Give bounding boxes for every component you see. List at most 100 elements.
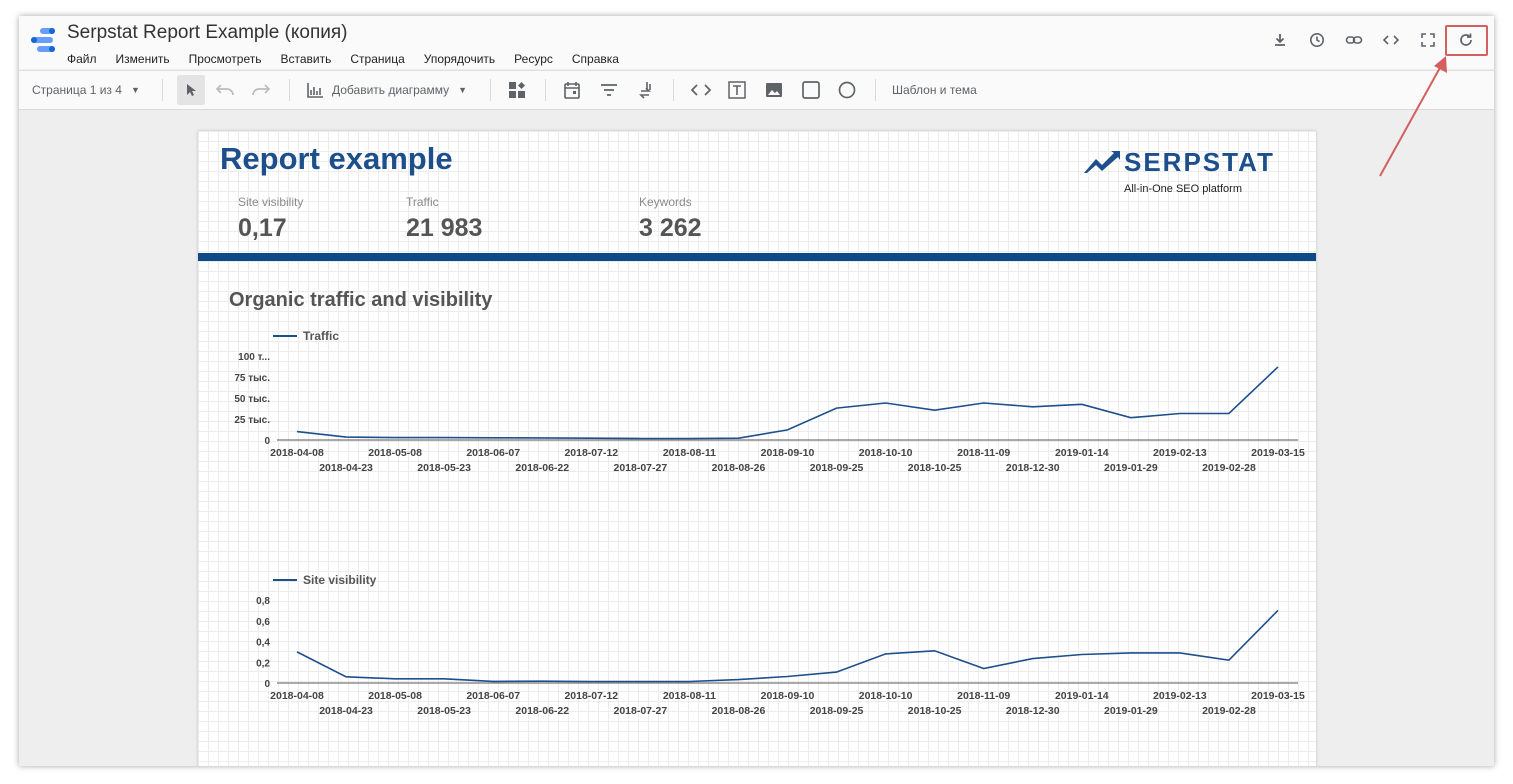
data-point[interactable] — [442, 677, 446, 681]
data-point[interactable] — [835, 670, 839, 674]
brand-tagline: All-in-One SEO platform — [1124, 183, 1242, 195]
data-point[interactable] — [1080, 652, 1084, 656]
add-chart-button[interactable]: Добавить диаграмму ▼ — [306, 71, 467, 109]
data-point[interactable] — [1178, 412, 1182, 416]
data-point[interactable] — [393, 677, 397, 681]
x-tick-label: 2018-11-09 — [957, 690, 1010, 702]
data-point[interactable] — [786, 428, 790, 432]
filter-icon[interactable] — [600, 71, 618, 109]
traffic-chart[interactable]: Traffic 0 25 тыс. 50 тыс. 75 тыс. 100 т... 201… — [198, 316, 1316, 531]
data-point[interactable] — [736, 436, 740, 440]
menu-arrange[interactable]: Упорядочить — [423, 52, 496, 66]
y-tick-label: 0,6 — [256, 617, 270, 628]
data-point[interactable] — [589, 680, 593, 684]
undo-icon[interactable] — [215, 71, 235, 109]
embed-icon[interactable] — [1375, 24, 1407, 56]
data-point[interactable] — [933, 408, 937, 412]
fullscreen-icon[interactable] — [1412, 24, 1444, 56]
data-point[interactable] — [884, 652, 888, 656]
add-component-icon[interactable] — [508, 71, 526, 109]
data-point[interactable] — [1080, 402, 1084, 406]
series-line[interactable] — [296, 366, 1279, 440]
x-tick-label: 2018-11-09 — [957, 447, 1010, 459]
data-point[interactable] — [933, 649, 937, 653]
brand-name: SERPSTAT — [1124, 147, 1275, 177]
data-point[interactable] — [540, 436, 544, 440]
data-point[interactable] — [1031, 405, 1035, 409]
visibility-chart[interactable]: Site visibility 0 0,2 0,4 0,6 0,8 2018-04-08 20… — [198, 541, 1316, 761]
section-title[interactable]: Organic traffic and visibility — [229, 289, 493, 311]
data-point[interactable] — [982, 666, 986, 670]
x-tick-label: 2018-10-25 — [908, 462, 962, 474]
data-point[interactable] — [1178, 651, 1182, 655]
x-tick-label: 2018-10-25 — [908, 705, 962, 717]
serpstat-logo[interactable]: SERPSTAT All-in-One SEO platform — [1084, 147, 1294, 195]
data-point[interactable] — [540, 679, 544, 683]
series-line[interactable] — [296, 609, 1279, 683]
app-window: Serpstat Report Example (копия) Файл Изм… — [19, 16, 1494, 766]
data-point[interactable] — [736, 678, 740, 682]
menu-edit[interactable]: Изменить — [115, 52, 170, 66]
data-control-icon[interactable] — [637, 71, 653, 109]
x-tick-label: 2019-03-15 — [1251, 447, 1305, 459]
data-point[interactable] — [295, 650, 299, 654]
data-point[interactable] — [638, 436, 642, 440]
metric-value-traffic[interactable]: 21 983 — [406, 214, 483, 242]
report-canvas: Report example Site visibility 0,17 Traf… — [198, 131, 1316, 766]
date-range-icon[interactable] — [564, 71, 580, 109]
toolbar: Страница 1 из 4 ▼ Добавить диаграмму ▼ — [19, 70, 1494, 110]
menu-resource[interactable]: Ресурс — [514, 52, 553, 66]
metric-value-keywords[interactable]: 3 262 — [639, 214, 702, 242]
x-tick-label: 2018-08-11 — [663, 690, 716, 702]
data-point[interactable] — [1227, 658, 1231, 662]
data-point[interactable] — [393, 436, 397, 440]
data-point[interactable] — [1031, 657, 1035, 661]
x-tick-label: 2018-10-10 — [859, 690, 913, 702]
data-point[interactable] — [1276, 365, 1280, 369]
data-point[interactable] — [1129, 651, 1133, 655]
report-title[interactable]: Report example — [220, 141, 453, 176]
metric-label-traffic: Traffic — [406, 195, 439, 209]
x-tick-label: 2018-07-27 — [613, 705, 667, 717]
data-point[interactable] — [491, 436, 495, 440]
data-point[interactable] — [1129, 416, 1133, 420]
redo-icon[interactable] — [251, 71, 271, 109]
x-tick-label: 2019-01-29 — [1104, 705, 1158, 717]
select-pointer-icon[interactable] — [177, 75, 205, 105]
x-tick-label: 2018-04-08 — [270, 690, 324, 702]
circle-icon[interactable] — [838, 71, 856, 109]
menu-page[interactable]: Страница — [350, 52, 405, 66]
data-point[interactable] — [835, 406, 839, 410]
data-point[interactable] — [344, 435, 348, 439]
menu-insert[interactable]: Вставить — [280, 52, 332, 66]
data-point[interactable] — [786, 674, 790, 678]
menu-view[interactable]: Просмотреть — [188, 52, 262, 66]
data-point[interactable] — [982, 401, 986, 405]
history-icon[interactable] — [1301, 24, 1333, 56]
text-box-icon[interactable] — [728, 71, 746, 109]
data-point[interactable] — [295, 430, 299, 434]
data-point[interactable] — [1276, 608, 1280, 612]
document-title[interactable]: Serpstat Report Example (копия) — [67, 22, 348, 43]
data-point[interactable] — [491, 679, 495, 683]
theme-and-layout-button[interactable]: Шаблон и тема — [892, 83, 977, 97]
data-point[interactable] — [1227, 412, 1231, 416]
refresh-icon[interactable] — [1450, 24, 1482, 56]
data-point[interactable] — [638, 680, 642, 684]
divider — [490, 79, 491, 101]
data-point[interactable] — [589, 436, 593, 440]
data-point[interactable] — [884, 401, 888, 405]
page-selector[interactable]: Страница 1 из 4 ▼ — [32, 71, 140, 109]
rectangle-icon[interactable] — [802, 71, 820, 109]
data-point[interactable] — [442, 436, 446, 440]
link-icon[interactable] — [1338, 24, 1370, 56]
image-icon[interactable] — [765, 71, 783, 109]
url-embed-icon[interactable] — [691, 71, 711, 109]
metric-value-visibility[interactable]: 0,17 — [238, 214, 287, 242]
download-icon[interactable] — [1264, 24, 1296, 56]
data-point[interactable] — [687, 436, 691, 440]
menu-help[interactable]: Справка — [571, 52, 619, 66]
menu-file[interactable]: Файл — [67, 52, 97, 66]
data-point[interactable] — [687, 680, 691, 684]
data-point[interactable] — [344, 675, 348, 679]
